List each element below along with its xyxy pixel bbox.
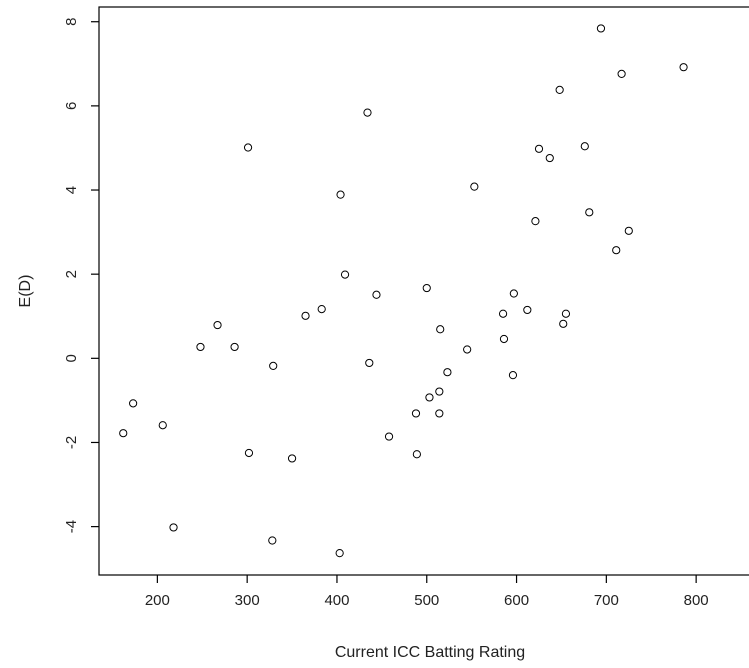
data-point [268, 536, 277, 545]
data-point [624, 226, 633, 235]
y-tick-label: 0 [63, 354, 80, 362]
y-tick-label: -4 [63, 520, 80, 533]
y-axis-title: E(D) [17, 275, 34, 308]
data-point [372, 290, 381, 299]
data-point [523, 305, 532, 315]
data-point [244, 448, 254, 458]
data-point [158, 421, 167, 430]
data-point [335, 549, 344, 558]
data-point [363, 108, 372, 117]
x-tick-label: 200 [145, 592, 170, 609]
data-point [411, 409, 421, 418]
y-tick-label: 4 [63, 186, 80, 194]
data-point [585, 208, 594, 217]
data-point [508, 371, 518, 380]
x-tick-label: 500 [414, 592, 439, 609]
data-point [230, 342, 239, 352]
data-point [470, 182, 479, 191]
data-point [509, 289, 518, 298]
y-tick-label: 8 [63, 18, 80, 26]
data-point [679, 63, 688, 72]
data-point [561, 309, 571, 318]
data-point [463, 345, 472, 354]
data-point [443, 368, 452, 377]
data-point [340, 270, 350, 279]
data-point [365, 358, 374, 368]
x-tick-label: 700 [594, 592, 619, 609]
data-points [119, 24, 688, 558]
data-point [498, 309, 508, 318]
data-point [384, 432, 394, 441]
data-point [119, 429, 128, 438]
data-point [531, 217, 540, 226]
x-axis: 200 300 400 500 600 700 800 [145, 575, 709, 609]
plot-frame [98, 6, 749, 576]
data-point [612, 246, 621, 255]
x-axis-title: Current ICC Batting Rating [335, 644, 525, 661]
data-point [422, 283, 431, 293]
data-point [169, 523, 178, 532]
data-point [555, 85, 564, 94]
data-point [617, 69, 626, 78]
x-tick-label: 300 [235, 592, 260, 609]
data-point [269, 361, 278, 370]
data-point [243, 143, 253, 152]
data-point [336, 190, 345, 199]
x-tick-label: 400 [324, 592, 349, 609]
data-point [129, 399, 138, 408]
x-tick-label: 600 [504, 592, 529, 609]
data-point [580, 142, 589, 151]
data-point [301, 311, 310, 320]
data-point [596, 24, 606, 33]
data-point [196, 342, 205, 352]
data-point [213, 320, 222, 330]
y-tick-label: -2 [63, 436, 80, 449]
x-tick-label: 800 [684, 592, 709, 609]
y-tick-label: 6 [63, 102, 80, 110]
data-point [435, 387, 444, 396]
data-point [436, 325, 445, 334]
data-point [545, 153, 554, 163]
data-point [317, 304, 326, 314]
data-point [559, 319, 568, 328]
y-tick-label: 2 [63, 270, 80, 278]
data-point [534, 144, 544, 153]
data-point [287, 454, 297, 463]
data-point [435, 409, 444, 418]
data-point [425, 393, 434, 402]
data-point [499, 334, 509, 344]
data-point [412, 450, 421, 459]
y-axis: -4 -2 0 2 4 6 8 [63, 18, 99, 533]
